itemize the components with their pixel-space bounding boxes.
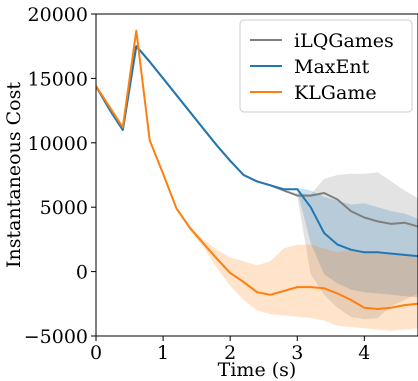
x-axis-label: Time (s): [218, 359, 297, 381]
legend-label-ilqgames: iLQGames: [294, 30, 394, 52]
x-tick-label: 1: [157, 342, 169, 364]
legend-box: [239, 19, 413, 113]
y-tick-label: 10000: [28, 133, 88, 155]
band-klgame: [96, 30, 418, 331]
y-tick-label: −5000: [24, 326, 88, 348]
legend-label-maxent: MaxEnt: [294, 56, 370, 78]
y-axis-label: Instantaneous Cost: [3, 82, 25, 268]
x-tick-label: 2: [224, 342, 236, 364]
y-tick-label: 0: [76, 262, 88, 284]
y-tick-label: 20000: [28, 4, 88, 26]
x-tick-label: 0: [90, 342, 102, 364]
plot-frame: [95, 13, 418, 337]
series-lines: [96, 29, 418, 310]
x-tick-label: 4: [358, 342, 370, 364]
band-ilqgames: [96, 46, 418, 320]
y-tick-label: 5000: [40, 197, 88, 219]
y-tick-label: 15000: [28, 68, 88, 90]
legend-label-klgame: KLGame: [294, 82, 377, 104]
legend: iLQGames MaxEnt KLGame: [239, 19, 413, 113]
line-klgame: [96, 29, 418, 310]
line-maxent: [96, 45, 418, 258]
confidence-bands: [96, 30, 418, 331]
band-maxent: [96, 46, 418, 298]
x-tick-label: 3: [291, 342, 303, 364]
